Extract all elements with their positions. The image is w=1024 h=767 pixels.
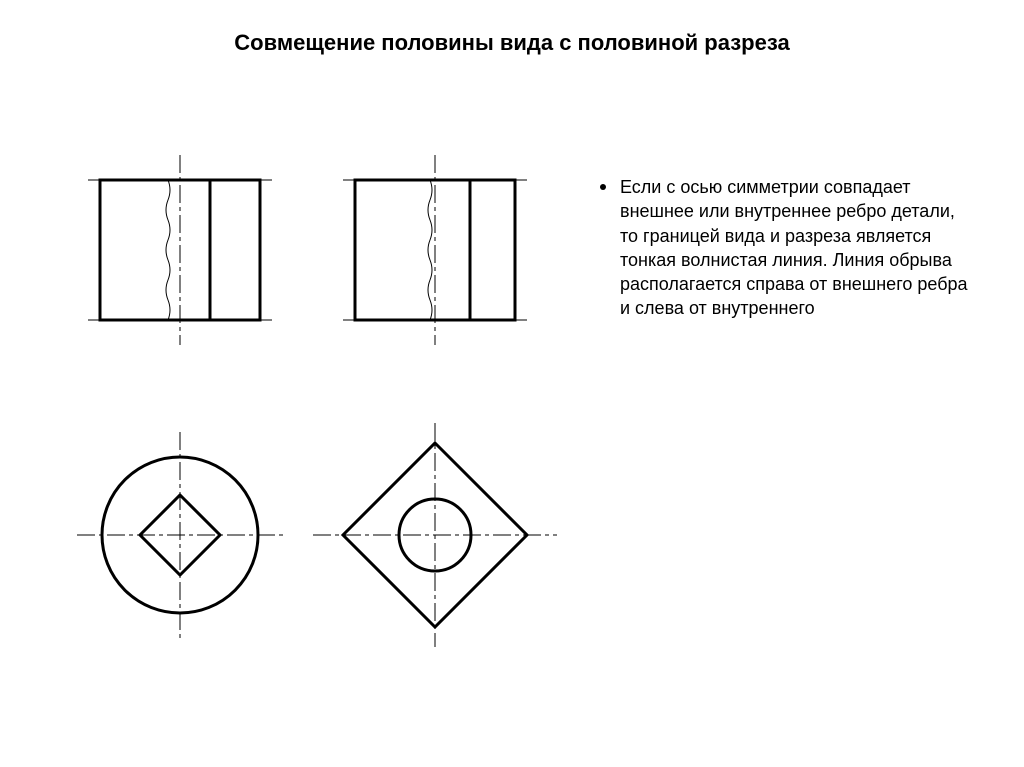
page-title: Совмещение половины вида с половиной раз… [0,30,1024,56]
bullet-dot [600,184,606,190]
technical-diagram [40,130,560,690]
description-block: Если с осью симметрии совпадает внешнее … [600,175,970,321]
description-text: Если с осью симметрии совпадает внешнее … [620,175,970,321]
